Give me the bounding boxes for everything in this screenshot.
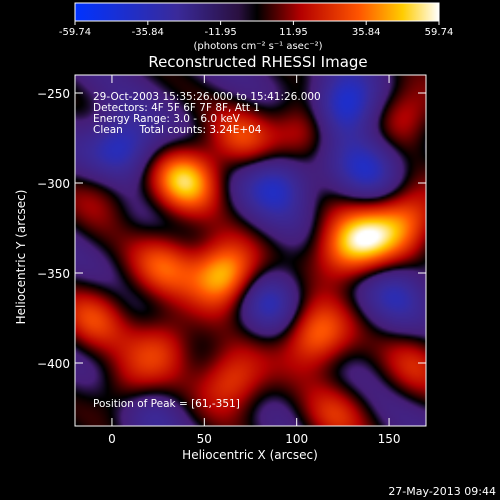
y-tick-label: −350 [37,267,70,281]
y-tick-label: −400 [37,357,70,371]
y-tick-label: −300 [37,177,70,191]
peak-position-label: Position of Peak = [61,-351] [93,398,240,410]
y-axis-ticks: −250 −300 −350 −400 [37,87,426,371]
annotation-time: 29-Oct-2003 15:35:26.000 to 15:41:26.000 [93,91,321,103]
x-tick-label: 100 [285,432,308,446]
annotation-detectors: Detectors: 4F 5F 6F 7F 8F, Att 1 [93,102,260,114]
annotation-block: 29-Oct-2003 15:35:26.000 to 15:41:26.000… [93,91,321,136]
annotation-clean: Clean Total counts: 3.24E+04 [93,124,262,136]
colorbar-tick-label: 35.84 [352,27,381,38]
y-tick-label: −250 [37,87,70,101]
annotation-energy: Energy Range: 3.0 - 6.0 keV [93,113,241,125]
x-axis-label: Heliocentric X (arcsec) [182,448,318,462]
colorbar-unit: (photons cm⁻² s⁻¹ asec⁻²) [193,41,322,52]
colorbar-tick-label: 59.74 [425,27,454,38]
colorbar-tick-label: 11.95 [279,27,308,38]
x-tick-label: 0 [108,432,116,446]
colorbar-tick-label: -11.95 [204,27,236,38]
colorbar-tick-label: -59.74 [59,27,91,38]
heatmap-image [75,75,426,426]
plot-frame [74,74,427,427]
y-axis-label: Heliocentric Y (arcsec) [14,190,28,325]
timestamp: 27-May-2013 09:44 [388,485,496,498]
chart-title: Reconstructed RHESSI Image [148,53,367,71]
x-tick-label: 150 [378,432,401,446]
colorbar-ticks: -59.74 -35.84 -11.95 11.95 35.84 59.74 [59,21,453,38]
x-tick-label: 50 [197,432,212,446]
colorbar-tick-label: -35.84 [132,27,164,38]
colorbar [74,2,440,22]
x-axis-ticks: 0 50 100 150 [108,75,401,446]
